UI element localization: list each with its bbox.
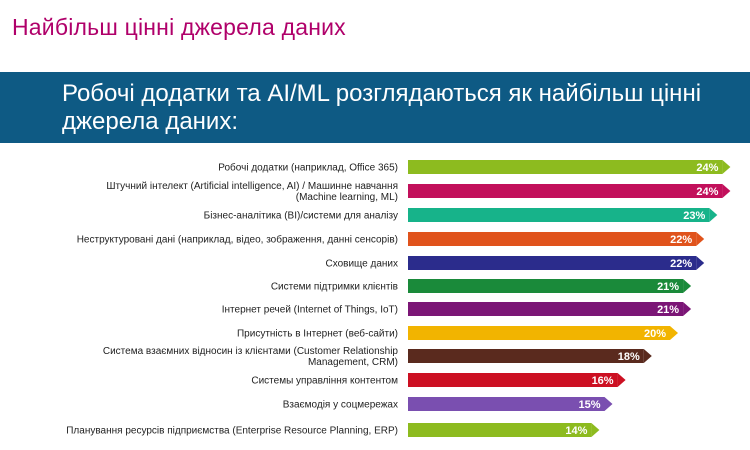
category-label-line: Взаємодія у соцмережах: [283, 400, 398, 411]
bar: [408, 326, 670, 340]
headline-banner: Робочі додатки та AI/ML розглядаються як…: [0, 72, 750, 143]
category-label: Системы управління контентом: [251, 376, 398, 387]
value-label: 23%: [683, 210, 705, 222]
category-label-line: Системы управління контентом: [251, 376, 398, 387]
value-label: 14%: [565, 425, 587, 437]
category-label-line: Сховище даних: [325, 259, 398, 270]
value-label: 24%: [696, 162, 718, 174]
bar-tip: [722, 184, 731, 198]
category-label: Інтернет речей (Internet of Things, IoT): [222, 305, 398, 316]
category-label-line: (Machine learning, ML): [296, 192, 398, 203]
value-label: 24%: [696, 186, 718, 198]
category-label-line: Інтернет речей (Internet of Things, IoT): [222, 305, 398, 316]
category-label: Присутність в Інтернет (веб-сайти): [237, 328, 398, 340]
bar-tip: [683, 302, 692, 316]
category-label: Робочі додатки (наприклад, Office 365): [218, 162, 398, 174]
value-label: 18%: [618, 351, 640, 363]
category-label: Неструктуровані дані (наприклад, відео, …: [77, 234, 398, 246]
bar-tip: [696, 256, 705, 270]
bar-tip: [696, 232, 705, 246]
value-label: 21%: [657, 281, 679, 293]
bar: [408, 256, 697, 270]
bar: [408, 279, 684, 293]
category-label-line: Планування ресурсів підприємства (Enterp…: [66, 426, 398, 437]
category-label: Сховище даних: [325, 259, 398, 270]
bar-tip: [722, 160, 731, 174]
bar-tip: [683, 279, 692, 293]
value-label: 16%: [592, 375, 614, 387]
bar: [408, 160, 723, 174]
category-label-line: Присутність в Інтернет (веб-сайти): [237, 328, 398, 340]
bar-tip: [617, 373, 626, 387]
bar: [408, 208, 710, 222]
bar: [408, 349, 644, 363]
bar-tip: [643, 349, 652, 363]
category-label: Планування ресурсів підприємства (Enterp…: [66, 426, 398, 437]
bar: [408, 397, 605, 411]
value-label: 21%: [657, 304, 679, 316]
category-label-line: Management, CRM): [308, 357, 398, 368]
headline-text: Робочі додатки та AI/ML розглядаються як…: [62, 80, 702, 135]
category-label-line: Бізнес-аналітика (BI)/системи для аналіз…: [204, 211, 398, 222]
bar-tip: [670, 326, 678, 340]
category-label: Система взаємних відносин із клієнтами (…: [103, 346, 399, 368]
category-label: Взаємодія у соцмережах: [283, 400, 398, 411]
bar-tip: [604, 397, 613, 411]
category-label-line: Штучний інтелект (Artificial intelligenc…: [106, 181, 398, 192]
bar: [408, 373, 618, 387]
value-label: 20%: [644, 328, 666, 340]
value-label: 22%: [670, 258, 692, 270]
bar-tip: [591, 423, 600, 437]
bar-tip: [709, 208, 718, 222]
category-label-line: Системи підтримки клієнтів: [271, 282, 398, 293]
bar: [408, 302, 684, 316]
category-label-line: Неструктуровані дані (наприклад, відео, …: [77, 234, 398, 246]
value-label: 15%: [578, 399, 600, 411]
value-label: 22%: [670, 234, 692, 246]
category-label: Штучний інтелект (Artificial intelligenc…: [106, 181, 398, 203]
bar: [408, 423, 592, 437]
bar: [408, 232, 697, 246]
category-label-line: Система взаємних відносин із клієнтами (…: [103, 346, 399, 357]
bar: [408, 184, 723, 198]
category-label: Бізнес-аналітика (BI)/системи для аналіз…: [204, 211, 398, 222]
page-title: Найбільш цінні джерела даних: [12, 14, 346, 40]
category-label-line: Робочі додатки (наприклад, Office 365): [218, 162, 398, 174]
category-label: Системи підтримки клієнтів: [271, 282, 398, 293]
